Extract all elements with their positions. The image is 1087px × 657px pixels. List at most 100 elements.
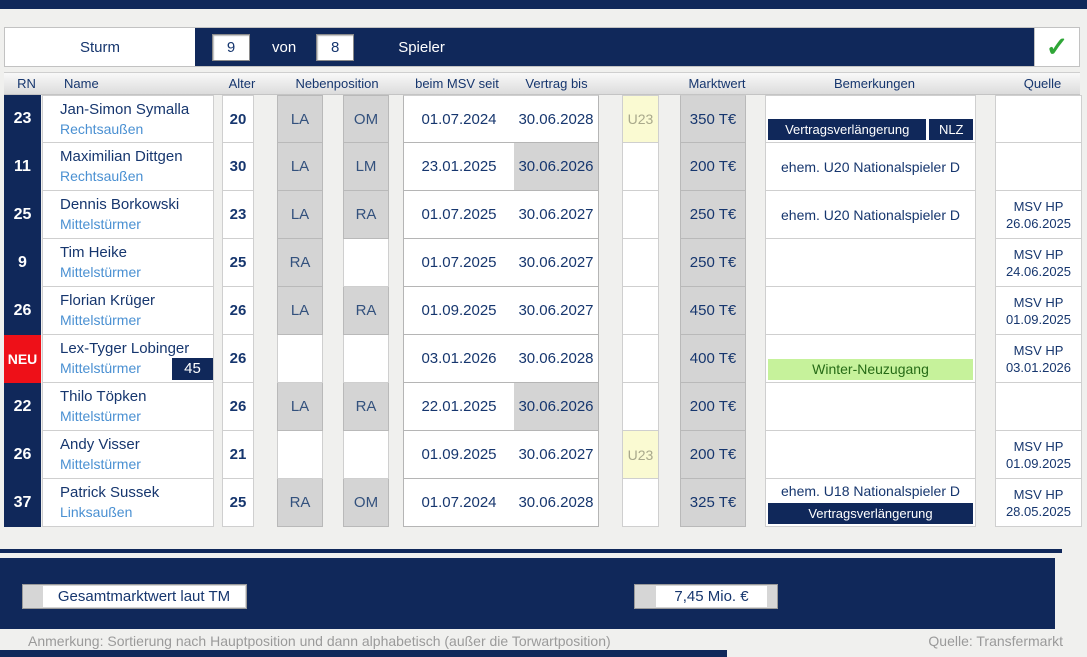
u23-cell	[622, 143, 659, 191]
secondary-position-2: RA	[343, 191, 389, 239]
shirt-number-cell: 25	[4, 191, 41, 239]
secondary-position-1: LA	[277, 191, 323, 239]
table-row: 25 Dennis Borkowski Mittelstürmer 23 LA RA 01.…	[0, 191, 1087, 239]
contract-dates-cell: 22.01.2025 30.06.2026	[403, 383, 599, 431]
contract-dates-cell: 01.07.2024 30.06.2028	[403, 95, 599, 143]
name-cell: Dennis Borkowski Mittelstürmer	[42, 191, 214, 239]
u23-cell	[622, 335, 659, 383]
confirm-button[interactable]: ✓	[1034, 28, 1079, 66]
player-position: Rechtsaußen	[60, 168, 144, 184]
secondary-position-1: LA	[277, 383, 323, 431]
source-cell: MSV HP 03.01.2026	[995, 335, 1082, 383]
secondary-position-2: LM	[343, 143, 389, 191]
contract-until-date: 30.06.2027	[518, 254, 594, 271]
source-cell	[995, 95, 1082, 143]
source-line2: 28.05.2025	[1005, 503, 1072, 519]
market-value-cell: 350 T€	[680, 95, 746, 143]
joined-date: 22.01.2025	[421, 398, 497, 415]
footer-band: Gesamtmarktwert laut TM 7,45 Mio. €	[0, 558, 1055, 629]
source-line1: MSV HP	[1013, 198, 1064, 214]
market-value-cell: 250 T€	[680, 191, 746, 239]
player-name: Florian Krüger	[60, 292, 156, 309]
spieler-label: Spieler	[398, 38, 445, 56]
col-nebenposition: Nebenposition	[295, 76, 379, 91]
name-cell: Thilo Töpken Mittelstürmer	[42, 383, 214, 431]
age-cell: 26	[222, 335, 254, 383]
joined-date: 23.01.2025	[421, 158, 497, 175]
age-cell: 21	[222, 431, 254, 479]
remark-badge: Vertragsverlängerung	[768, 119, 927, 140]
shirt-number-cell: 26	[4, 287, 41, 335]
player-name: Tim Heike	[60, 244, 127, 261]
remarks-cell: ehem. U20 Nationalspieler D	[765, 143, 976, 191]
player-name: Andy Visser	[60, 436, 140, 453]
shirt-number-cell: 37	[4, 479, 41, 527]
name-cell: Florian Krüger Mittelstürmer	[42, 287, 214, 335]
col-quelle: Quelle	[1023, 76, 1062, 91]
secondary-position-1: LA	[277, 287, 323, 335]
player-position: Mittelstürmer	[60, 264, 141, 280]
table-row: 37 Patrick Sussek Linksaußen 25 RA OM 01.07.20…	[0, 479, 1087, 527]
age-cell: 25	[222, 479, 254, 527]
contract-dates-cell: 03.01.2026 30.06.2028	[403, 335, 599, 383]
source-line1: MSV HP	[1013, 486, 1064, 502]
contract-until-date: 30.06.2027	[518, 206, 594, 223]
contract-until-date: 30.06.2028	[518, 494, 594, 511]
contract-until-date: 30.06.2028	[518, 110, 594, 128]
col-marktwert: Marktwert	[688, 76, 746, 91]
shirt-number-cell: 11	[4, 143, 41, 191]
joined-date: 01.07.2024	[421, 494, 497, 511]
contract-dates-cell: 01.09.2025 30.06.2027	[403, 287, 599, 335]
table-row: 11 Maximilian Dittgen Rechtsaußen 30 LA LM 23.…	[0, 143, 1087, 191]
contract-until-date: 30.06.2026	[514, 143, 598, 190]
col-bemerkungen: Bemerkungen	[834, 76, 915, 91]
age-cell: 26	[222, 383, 254, 431]
name-cell: Jan-Simon Symalla Rechtsaußen	[42, 95, 214, 143]
total-input[interactable]: 8	[316, 33, 355, 61]
remarks-cell: ehem. U20 Nationalspieler D	[765, 191, 976, 239]
age-cell: 25	[222, 239, 254, 287]
remark-badges: Winter-Neuzugang	[768, 359, 973, 380]
source-cell	[995, 383, 1082, 431]
age-cell: 20	[222, 95, 254, 143]
table-row: 22 Thilo Töpken Mittelstürmer 26 LA RA 22.01.2…	[0, 383, 1087, 431]
age-cell: 30	[222, 143, 254, 191]
contract-until-date: 30.06.2027	[518, 302, 594, 319]
source-cell	[995, 143, 1082, 191]
source-line1: MSV HP	[1013, 438, 1064, 454]
u23-cell	[622, 287, 659, 335]
player-name: Patrick Sussek	[60, 484, 160, 501]
secondary-position-1	[277, 335, 323, 383]
age-cell: 23	[222, 191, 254, 239]
sorting-note: Anmerkung: Sortierung nach Hauptposition…	[28, 633, 611, 649]
col-seit: beim MSV seit	[415, 76, 499, 91]
header-band: Sturm 9 von 8 Spieler ✓	[4, 27, 1080, 67]
shirt-number-cell: 22	[4, 383, 41, 431]
player-position: Linksaußen	[60, 504, 133, 520]
market-value-cell: 200 T€	[680, 431, 746, 479]
source-cell: MSV HP 01.09.2025	[995, 431, 1082, 479]
remarks-cell	[765, 383, 976, 431]
joined-date: 01.09.2025	[421, 446, 497, 463]
secondary-position-1: LA	[277, 143, 323, 191]
joined-date: 01.07.2024	[421, 110, 497, 128]
secondary-position-2: OM	[343, 95, 389, 143]
name-cell: Tim Heike Mittelstürmer	[42, 239, 214, 287]
table-row: 9 Tim Heike Mittelstürmer 25 RA 01.07.2025 30.…	[0, 239, 1087, 287]
secondary-position-1	[277, 431, 323, 479]
count-input[interactable]: 9	[212, 33, 250, 61]
secondary-position-2	[343, 239, 389, 287]
source-cell: MSV HP 24.06.2025	[995, 239, 1082, 287]
shirt-number-cell: NEU	[4, 335, 41, 383]
remark-text: ehem. U18 Nationalspieler D	[781, 483, 960, 499]
player-position: Rechtsaußen	[60, 121, 144, 137]
source-line2: 03.01.2026	[1005, 359, 1072, 375]
contract-until-date: 30.06.2026	[514, 383, 598, 430]
secondary-position-1: RA	[277, 479, 323, 527]
remark-badges: Vertragsverlängerung	[768, 503, 973, 524]
player-name: Dennis Borkowski	[60, 196, 180, 213]
joined-date: 01.07.2025	[421, 254, 497, 271]
name-cell: Patrick Sussek Linksaußen	[42, 479, 214, 527]
remarks-cell	[765, 239, 976, 287]
name-cell: Lex-Tyger Lobinger Mittelstürmer 45	[42, 335, 214, 383]
